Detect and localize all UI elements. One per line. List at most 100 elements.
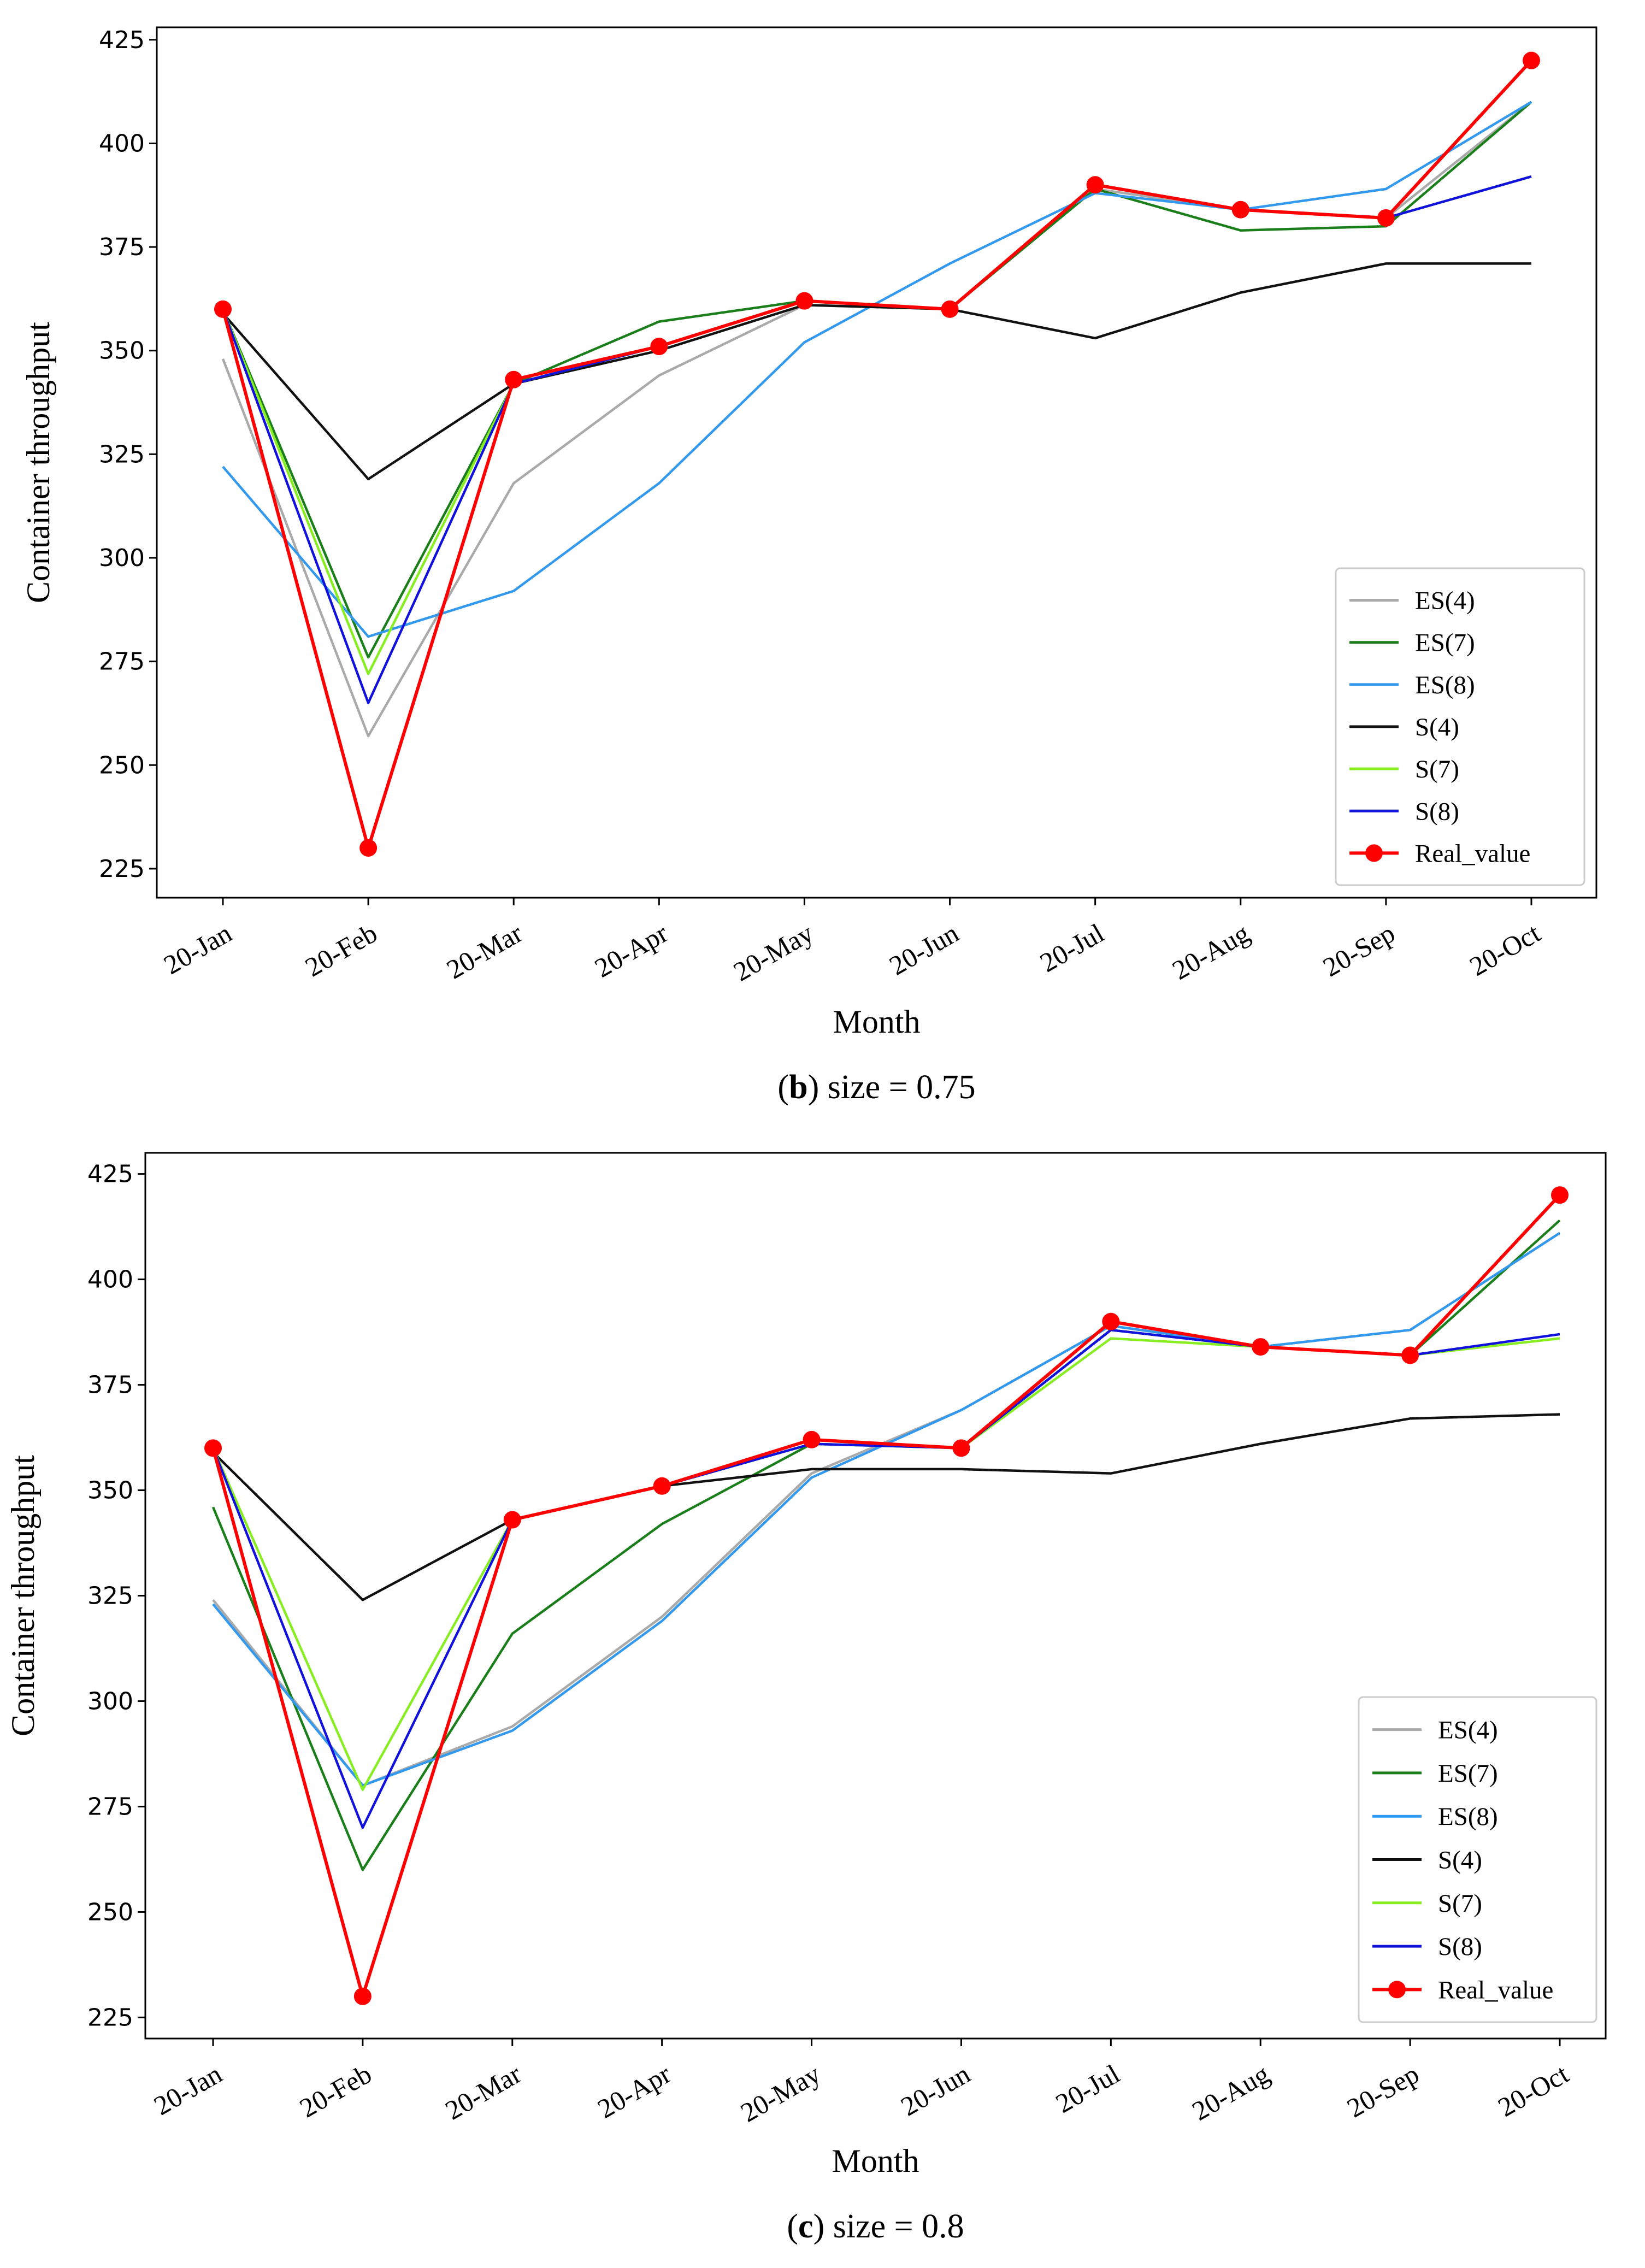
legend-marker: [1388, 1981, 1406, 1999]
real-value-point: [1252, 1338, 1270, 1356]
x-tick-label: 20-Oct: [1464, 917, 1545, 982]
x-tick-label: 20-Jun: [895, 2058, 975, 2122]
legend-label: S(4): [1438, 1846, 1482, 1875]
y-tick-label: 375: [99, 233, 145, 261]
legend-label: ES(8): [1438, 1802, 1498, 1831]
real-value-point: [1551, 1186, 1569, 1204]
real-value-point: [1523, 51, 1540, 69]
real-value-point: [1086, 176, 1104, 194]
legend-label: ES(4): [1415, 587, 1475, 615]
x-axis-label: Month: [833, 1004, 920, 1040]
x-tick-label: 20-Sep: [1342, 2058, 1424, 2123]
caption-letter: c: [798, 2208, 813, 2245]
x-tick-label: 20-Aug: [1167, 917, 1254, 986]
y-tick-label: 225: [99, 855, 145, 883]
series-line-s-8-: [211, 1328, 1560, 1829]
series-line-real-value: [221, 59, 1533, 850]
y-tick-label: 350: [99, 337, 145, 365]
legend-label: Real_value: [1415, 839, 1530, 868]
real-value-point: [503, 1511, 521, 1529]
legend-label: ES(4): [1438, 1716, 1498, 1745]
chart-size-0-8: 225 250 275 300 325 350 375 400 425 20-Jan 20-Feb 2…: [5, 1152, 1607, 2245]
real-value-point: [214, 300, 232, 318]
legend-label: Real_value: [1438, 1976, 1553, 2004]
real-value-point: [650, 338, 668, 356]
legend-label: ES(7): [1415, 629, 1475, 657]
x-tick-label: 20-Apr: [589, 917, 673, 983]
x-tick-label: 20-Jul: [1051, 2058, 1125, 2119]
y-tick-label: 425: [87, 1160, 133, 1188]
real-value-point: [505, 370, 523, 388]
legend-box: [1358, 1696, 1597, 2023]
x-tick-label: 20-Sep: [1318, 917, 1400, 982]
real-value-point: [941, 300, 959, 318]
x-tick-label: 20-Jan: [158, 917, 237, 980]
legend-label: S(8): [1438, 1933, 1482, 1961]
y-tick-label: 275: [99, 648, 145, 676]
y-tick-label: 400: [99, 129, 145, 157]
x-tick-label: 20-Jan: [149, 2058, 227, 2121]
real-value-point: [1102, 1312, 1120, 1330]
figure-caption: (c) size = 0.8: [787, 2208, 964, 2245]
legend-box: [1335, 567, 1585, 886]
x-tick-label: 20-Feb: [300, 917, 382, 982]
x-tick-label: 20-Jul: [1035, 917, 1109, 978]
series-line-es-4-: [212, 1232, 1561, 1787]
x-tick-label: 20-May: [735, 2058, 826, 2128]
x-tick-label: 20-Oct: [1493, 2058, 1573, 2123]
y-tick-label: 300: [87, 1687, 133, 1715]
series-line-s-4-: [222, 262, 1531, 481]
caption-open-paren: (: [777, 1069, 789, 1106]
y-axis-label: Container throughput: [20, 322, 56, 603]
y-tick-label: 325: [87, 1582, 133, 1610]
legend-label: ES(7): [1438, 1759, 1498, 1788]
x-tick-label: 20-May: [728, 917, 818, 987]
legend-marker: [1365, 844, 1383, 862]
x-axis-label: Month: [832, 2143, 919, 2179]
legend-label: ES(8): [1415, 671, 1475, 699]
y-tick-label: 375: [87, 1371, 133, 1399]
x-tick-label: 20-Feb: [294, 2058, 377, 2123]
real-value-point: [795, 292, 813, 310]
x-tick-label: 20-Mar: [441, 917, 528, 985]
x-tick-label: 20-Aug: [1187, 2058, 1274, 2126]
real-value-point: [1401, 1346, 1419, 1364]
y-tick-label: 425: [99, 26, 145, 54]
y-tick-label: 325: [99, 440, 145, 468]
y-tick-label: 250: [87, 1898, 133, 1926]
legend-label: S(7): [1415, 755, 1459, 784]
series-line-es-7-: [211, 1219, 1561, 1871]
real-value-point: [1377, 209, 1395, 227]
legend-label: S(8): [1415, 797, 1459, 826]
real-value-point: [359, 839, 378, 857]
series-line-s-4-: [212, 1413, 1560, 1601]
y-axis-label: Container throughput: [5, 1455, 41, 1736]
x-tick-label: 20-Apr: [592, 2058, 676, 2124]
chart-size-0-75: 225 250 275 300 325 350 375 400 425 20-Jan 20-Feb 2…: [20, 26, 1597, 1106]
y-tick-label: 250: [99, 751, 145, 779]
x-tick-label: 20-Jun: [884, 917, 964, 981]
real-value-point: [653, 1477, 671, 1495]
real-value-point: [353, 1987, 372, 2005]
series-line-es-8-: [212, 1232, 1561, 1787]
legend-label: S(4): [1415, 713, 1459, 741]
real-value-point: [1231, 201, 1249, 219]
plot-frame: [156, 26, 1597, 899]
real-value-point: [204, 1439, 222, 1457]
y-tick-label: 300: [99, 544, 145, 572]
legend-label: S(7): [1438, 1889, 1482, 1918]
real-value-point: [952, 1439, 970, 1457]
y-tick-label: 275: [87, 1793, 133, 1821]
series-line-es-8-: [222, 101, 1532, 638]
caption-text: ) size = 0.8: [813, 2208, 964, 2245]
caption-letter: b: [789, 1069, 807, 1106]
y-tick-label: 225: [87, 2004, 133, 2031]
figure-caption: (b) size = 0.75: [777, 1069, 975, 1106]
caption-text: ) size = 0.75: [808, 1069, 976, 1106]
x-tick-label: 20-Mar: [440, 2058, 526, 2126]
real-value-point: [803, 1430, 821, 1448]
y-tick-label: 400: [87, 1266, 133, 1294]
series-line-real-value: [211, 1194, 1561, 1998]
y-tick-label: 350: [87, 1477, 133, 1505]
